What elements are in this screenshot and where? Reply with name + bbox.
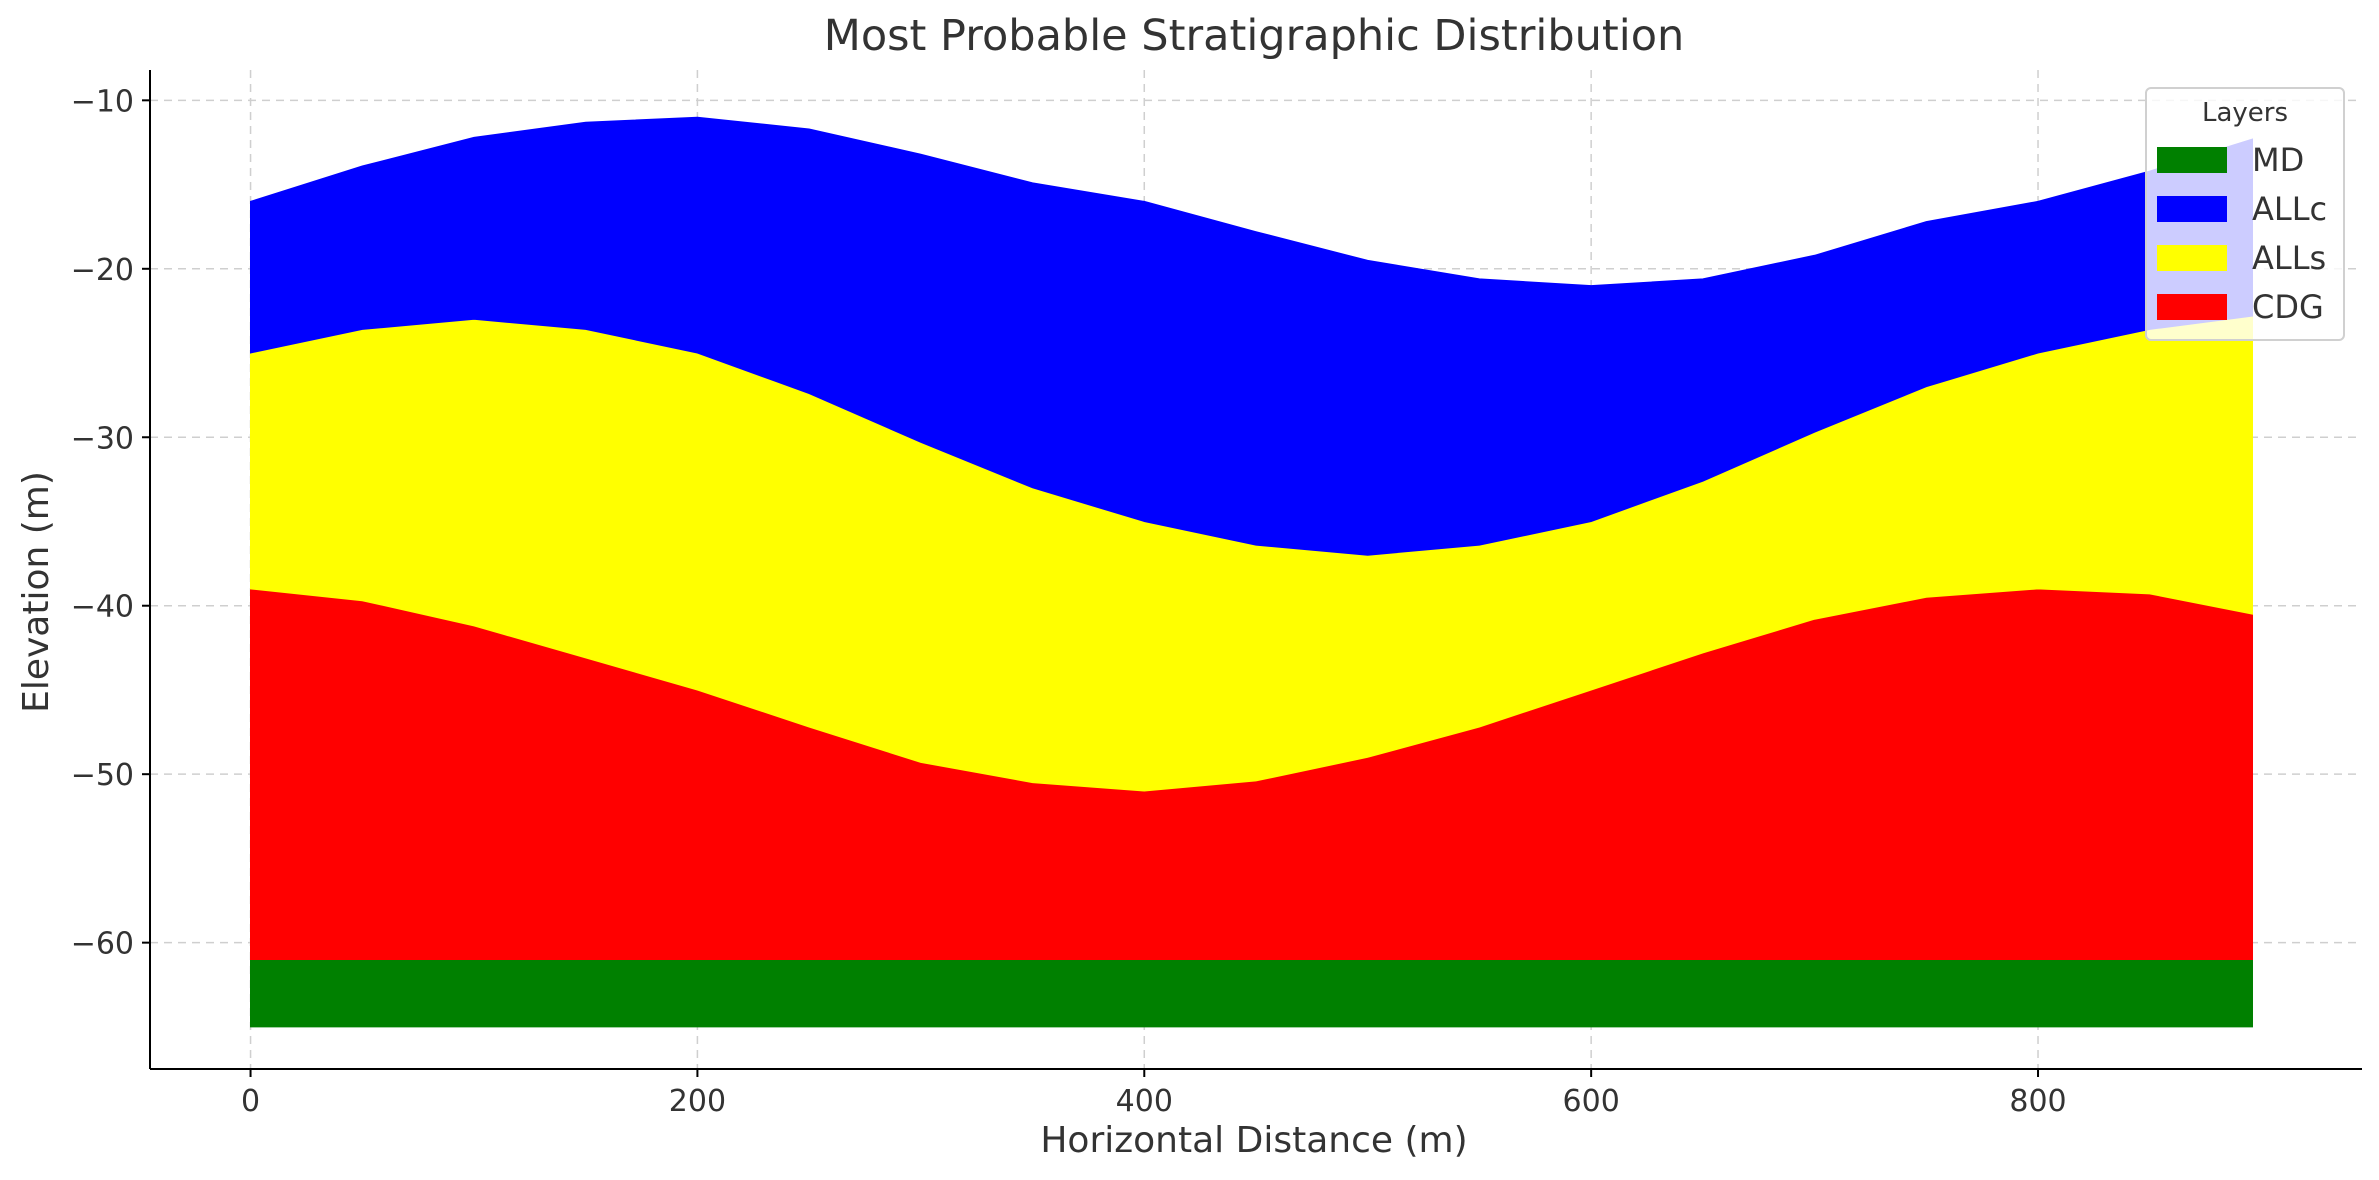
- x-ticks: 0 200 400 600 800: [241, 1069, 2067, 1119]
- legend-swatch-allc: [2157, 196, 2227, 222]
- x-tick-label: 400: [1116, 1084, 1173, 1119]
- chart-title: Most Probable Stratigraphic Distribution: [824, 11, 1685, 61]
- legend-label-md: MD: [2252, 141, 2304, 179]
- x-tick-label: 600: [1563, 1084, 1620, 1119]
- legend-label-allc: ALLc: [2252, 190, 2327, 228]
- legend-title: Layers: [2202, 98, 2288, 128]
- x-tick-label: 200: [669, 1084, 726, 1119]
- legend-entries: MD ALLc ALLs CDG: [2157, 141, 2327, 326]
- x-tick-label: 0: [241, 1084, 260, 1119]
- y-axis-label: Elevation (m): [16, 471, 57, 713]
- y-tick-label: −60: [71, 927, 134, 962]
- legend-swatch-alls: [2157, 245, 2227, 271]
- y-tick-label: −10: [71, 84, 134, 119]
- legend-label-cdg: CDG: [2252, 288, 2324, 326]
- y-tick-label: −30: [71, 421, 134, 456]
- legend: Layers MD ALLc ALLs CDG: [2145, 87, 2345, 341]
- x-tick-label: 800: [2009, 1084, 2066, 1119]
- layer-area-md: [250, 959, 2253, 1028]
- layer-areas: [250, 116, 2253, 1028]
- axes: [149, 70, 2362, 1070]
- y-ticks: −10 −20 −30 −40 −50 −60: [71, 84, 150, 962]
- legend-swatch-cdg: [2157, 294, 2227, 320]
- x-axis-label: Horizontal Distance (m): [1040, 1120, 1467, 1161]
- legend-swatch-md: [2157, 147, 2227, 173]
- legend-label-alls: ALLs: [2252, 239, 2326, 277]
- y-tick-label: −20: [71, 253, 134, 288]
- y-tick-label: −40: [71, 590, 134, 625]
- y-tick-label: −50: [71, 758, 134, 793]
